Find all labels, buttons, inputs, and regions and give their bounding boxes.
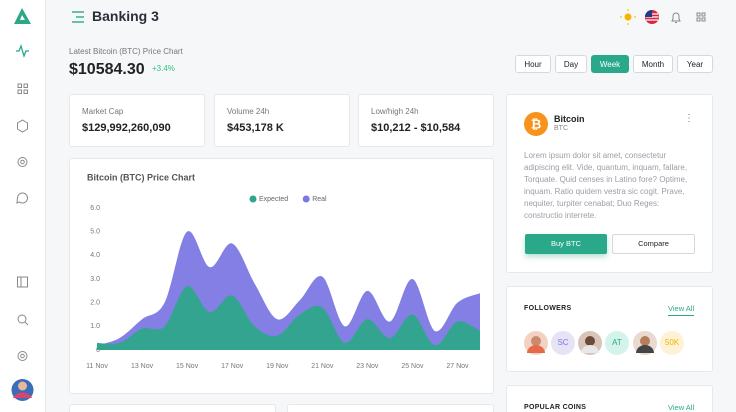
legend-marker [302, 195, 310, 203]
compare-button[interactable]: Compare [612, 234, 695, 254]
coin-symbol: BTC [554, 125, 568, 132]
sidebar [0, 0, 46, 412]
stat-card: Low/high 24h $10,212 - $10,584 [358, 94, 494, 147]
y-tick-label: 0 [96, 347, 100, 354]
price-caption: Latest Bitcoin (BTC) Price Chart [69, 47, 183, 56]
chart: Bitcoin (BTC) Price Chart 0 1.0 2.0 3.0 4.0 5… [86, 172, 480, 370]
price-value: $10584.30 [69, 61, 145, 78]
card [69, 404, 276, 412]
period-button[interactable]: Month [633, 55, 673, 73]
chart-card: Bitcoin (BTC) Price Chart 0 1.0 2.0 3.0 4.0 5… [69, 158, 494, 394]
coin-icon: ₿ [524, 112, 548, 136]
followers-card: FOLLOWERS View All [506, 286, 713, 372]
stat-value: $453,178 K [227, 122, 284, 134]
y-tick-label: 5.0 [90, 229, 100, 236]
x-tick-label: 25 Nov [401, 363, 424, 370]
coin-description: Lorem ipsum dolor sit amet, consectetur … [524, 151, 688, 220]
y-tick-label: 6.0 [90, 205, 100, 212]
period-button-active[interactable]: Week [591, 55, 629, 73]
stat-card: Volume 24h $453,178 K [214, 94, 350, 147]
y-tick-label: 2.0 [90, 300, 100, 307]
popular-title: POPULAR COINS [524, 404, 587, 411]
x-tick-label: 23 Nov [356, 363, 379, 370]
x-tick-label: 27 Nov [446, 363, 469, 370]
legend-label: Expected [259, 196, 288, 203]
follower-avatar[interactable] [633, 331, 657, 355]
followers-title: FOLLOWERS [524, 305, 572, 312]
follower-avatar[interactable] [578, 331, 602, 355]
legend-marker [249, 195, 257, 203]
buy-button[interactable]: Buy BTC [525, 234, 607, 254]
menu-icon[interactable] [70, 10, 86, 24]
stat-value: $129,992,260,090 [82, 122, 171, 134]
view-all-link[interactable]: View All [668, 403, 695, 412]
stat-card: Market Cap $129,992,260,090 [69, 94, 205, 147]
x-tick-label: 11 Nov [86, 363, 108, 370]
period-button[interactable]: Year [677, 55, 713, 73]
area [97, 285, 480, 350]
follower-avatar[interactable] [524, 331, 548, 355]
coin-card: ₿ Bitcoin BTC ⋮ Lorem ipsum dolor sit am… [506, 94, 713, 273]
header-icons [620, 9, 706, 25]
price-change: +3.4% [152, 64, 175, 73]
stat-label: Volume 24h [227, 107, 270, 116]
x-tick-label: 19 Nov [266, 363, 289, 370]
stat-label: Market Cap [82, 107, 124, 116]
view-all-link[interactable]: View All [668, 304, 695, 316]
page-title: Banking 3 [92, 8, 159, 24]
legend-label: Real [312, 196, 327, 203]
period-button[interactable]: Day [555, 55, 587, 73]
x-tick-label: 13 Nov [131, 363, 154, 370]
popular-card: POPULAR COINS View All [506, 385, 713, 412]
y-tick-label: 1.0 [90, 323, 100, 330]
x-tick-label: 15 Nov [176, 363, 199, 370]
card [287, 404, 494, 412]
svg-text:₿: ₿ [531, 116, 542, 131]
stat-value: $10,212 - $10,584 [371, 122, 461, 134]
y-tick-label: 4.0 [90, 252, 100, 259]
x-tick-label: 21 Nov [311, 363, 334, 370]
x-tick-label: 17 Nov [221, 363, 244, 370]
follower-badge[interactable]: AT [605, 331, 629, 355]
sidebar-icons [11, 8, 34, 401]
chart-title: Bitcoin (BTC) Price Chart [87, 172, 195, 182]
period-button[interactable]: Hour [515, 55, 551, 73]
coin-name: Bitcoin [554, 114, 585, 124]
follower-badge[interactable]: 50K [660, 331, 684, 355]
stat-label: Low/high 24h [371, 107, 419, 116]
more-menu[interactable]: ⋮ [684, 113, 694, 124]
follower-badge[interactable]: SC [551, 331, 575, 355]
y-tick-label: 3.0 [90, 276, 100, 283]
